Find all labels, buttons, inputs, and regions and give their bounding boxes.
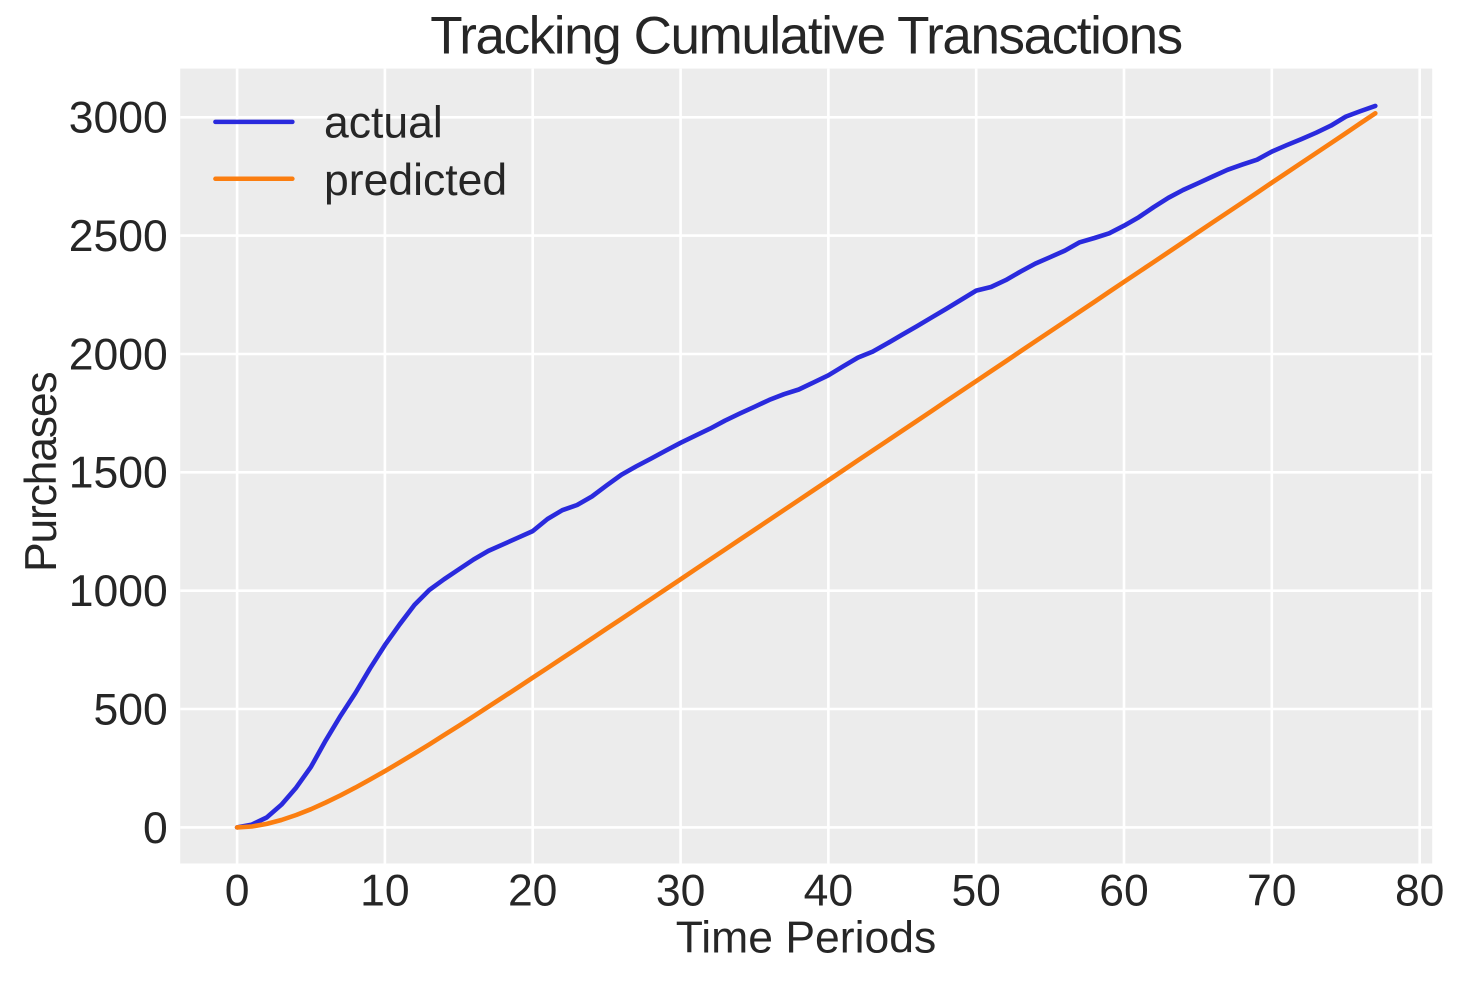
svg-text:2500: 2500	[69, 212, 168, 261]
svg-text:10: 10	[360, 867, 410, 916]
svg-text:Purchases: Purchases	[17, 373, 66, 572]
svg-text:60: 60	[1099, 867, 1149, 916]
svg-text:80: 80	[1395, 867, 1445, 916]
svg-text:0: 0	[143, 804, 168, 853]
svg-text:50: 50	[951, 867, 1001, 916]
svg-text:2000: 2000	[69, 330, 168, 379]
svg-text:Tracking Cumulative Transactio: Tracking Cumulative Transactions	[430, 7, 1182, 66]
svg-text:70: 70	[1247, 867, 1297, 916]
svg-text:actual: actual	[324, 99, 443, 148]
svg-text:40: 40	[804, 867, 854, 916]
svg-text:1500: 1500	[69, 449, 168, 498]
svg-text:predicted: predicted	[324, 156, 507, 205]
svg-text:20: 20	[508, 867, 558, 916]
svg-text:30: 30	[656, 867, 706, 916]
svg-text:1000: 1000	[69, 567, 168, 616]
svg-text:3000: 3000	[69, 94, 168, 143]
svg-text:500: 500	[94, 685, 168, 734]
svg-text:Time Periods: Time Periods	[676, 914, 936, 963]
svg-text:0: 0	[225, 867, 250, 916]
